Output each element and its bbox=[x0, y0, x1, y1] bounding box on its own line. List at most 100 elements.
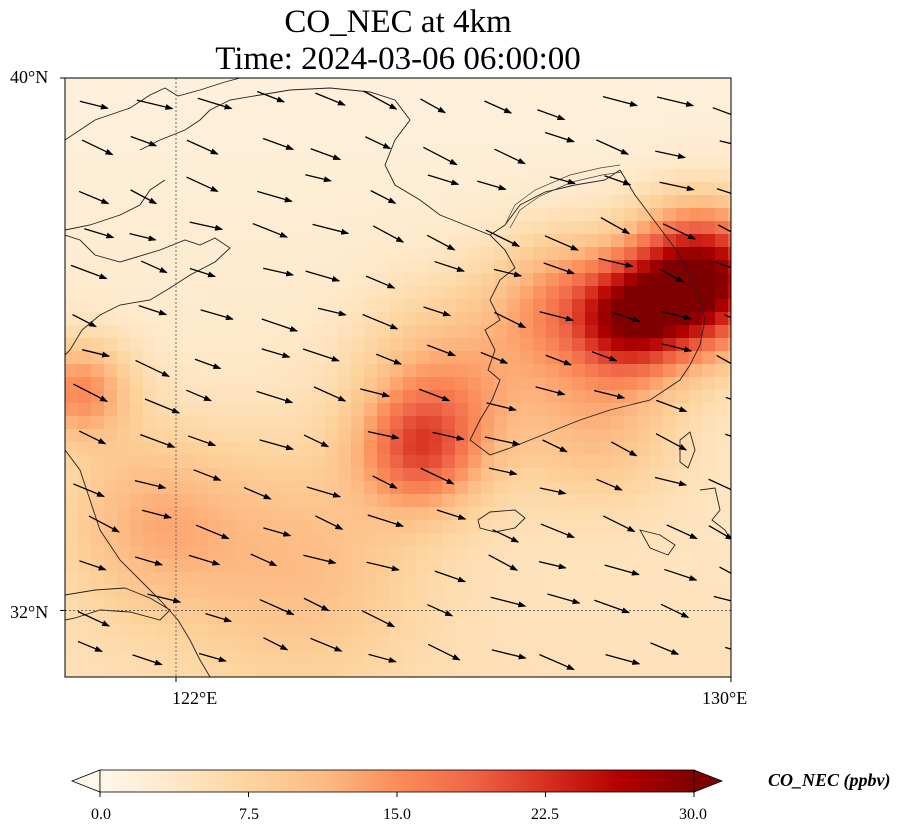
field-cell bbox=[104, 273, 118, 287]
field-cell bbox=[702, 195, 716, 209]
field-cell bbox=[637, 156, 651, 170]
field-cell bbox=[208, 247, 222, 261]
field-cell bbox=[676, 559, 690, 573]
field-cell bbox=[117, 455, 131, 469]
wind-arrow bbox=[543, 262, 575, 275]
field-cell bbox=[416, 91, 430, 105]
field-cell bbox=[234, 325, 248, 339]
field-cell bbox=[572, 377, 586, 391]
field-cell bbox=[286, 377, 300, 391]
field-cell bbox=[637, 364, 651, 378]
field-cell bbox=[455, 650, 469, 664]
field-cell bbox=[507, 143, 521, 157]
lon-tick-130: 130°E bbox=[702, 688, 748, 708]
field-cell bbox=[429, 325, 443, 339]
field-cell bbox=[221, 169, 235, 183]
field-cell bbox=[260, 377, 274, 391]
field-cell bbox=[91, 377, 105, 391]
wind-arrow bbox=[77, 640, 103, 653]
field-cell bbox=[455, 208, 469, 222]
field-cell bbox=[260, 533, 274, 547]
field-cell bbox=[468, 494, 482, 508]
field-cell bbox=[78, 260, 92, 274]
field-cell bbox=[689, 299, 703, 313]
field-cell bbox=[533, 455, 547, 469]
field-cell bbox=[299, 390, 313, 404]
field-cell bbox=[351, 143, 365, 157]
field-cell bbox=[260, 208, 274, 222]
field-cell bbox=[416, 468, 430, 482]
field-cell bbox=[611, 299, 625, 313]
field-cell bbox=[312, 403, 326, 417]
field-cell bbox=[299, 156, 313, 170]
field-cell bbox=[130, 585, 144, 599]
field-cell bbox=[611, 91, 625, 105]
field-cell bbox=[351, 260, 365, 274]
field-cell bbox=[624, 390, 638, 404]
field-cell bbox=[637, 416, 651, 430]
field-cell bbox=[390, 221, 404, 235]
wind-arrow bbox=[305, 270, 341, 282]
field-cell bbox=[494, 598, 508, 612]
field-cell bbox=[715, 572, 729, 586]
field-cell bbox=[182, 299, 196, 313]
field-cell bbox=[234, 390, 248, 404]
field-cell bbox=[481, 533, 495, 547]
field-cell bbox=[390, 156, 404, 170]
field-cell bbox=[494, 78, 508, 92]
field-cell bbox=[507, 546, 521, 560]
field-cell bbox=[689, 78, 703, 92]
shandong-coast bbox=[65, 234, 231, 356]
field-cell bbox=[468, 559, 482, 573]
wind-arrow bbox=[370, 190, 397, 204]
field-cell bbox=[351, 442, 365, 456]
field-cell bbox=[533, 221, 547, 235]
field-cell bbox=[442, 494, 456, 508]
jeju-island bbox=[477, 509, 526, 533]
field-cell bbox=[273, 325, 287, 339]
field-cell bbox=[182, 624, 196, 638]
field-cell bbox=[520, 208, 534, 222]
field-cell bbox=[312, 234, 326, 248]
field-cell bbox=[585, 507, 599, 521]
field-cell bbox=[130, 234, 144, 248]
wind-arrow bbox=[77, 610, 111, 627]
field-cell bbox=[442, 221, 456, 235]
field-cell bbox=[182, 650, 196, 664]
field-cell bbox=[351, 429, 365, 443]
field-cell bbox=[715, 325, 729, 339]
field-cell bbox=[663, 312, 677, 326]
field-cell bbox=[416, 585, 430, 599]
field-cell bbox=[572, 390, 586, 404]
field-cell bbox=[117, 546, 131, 560]
field-cell bbox=[273, 611, 287, 625]
field-cell bbox=[78, 624, 92, 638]
field-cell bbox=[442, 104, 456, 118]
field-cell bbox=[117, 91, 131, 105]
field-cell bbox=[247, 169, 261, 183]
field-cell bbox=[455, 637, 469, 651]
field-cell bbox=[637, 208, 651, 222]
field-cell bbox=[325, 286, 339, 300]
field-cell bbox=[546, 546, 560, 560]
field-cell bbox=[572, 598, 586, 612]
field-cell bbox=[377, 325, 391, 339]
field-cell bbox=[702, 351, 716, 365]
field-cell bbox=[65, 143, 79, 157]
wind-arrow bbox=[604, 564, 640, 576]
field-cell bbox=[130, 377, 144, 391]
field-cell bbox=[715, 286, 729, 300]
field-cell bbox=[325, 195, 339, 209]
field-cell bbox=[208, 325, 222, 339]
field-cell bbox=[234, 182, 248, 196]
field-cell bbox=[208, 182, 222, 196]
field-cell bbox=[91, 650, 105, 664]
field-cell bbox=[377, 455, 391, 469]
field-cell bbox=[650, 455, 664, 469]
field-cell bbox=[169, 351, 183, 365]
field-cell bbox=[650, 325, 664, 339]
field-cell bbox=[299, 208, 313, 222]
field-cell bbox=[650, 195, 664, 209]
wind-arrow bbox=[197, 97, 233, 110]
field-cell bbox=[273, 208, 287, 222]
